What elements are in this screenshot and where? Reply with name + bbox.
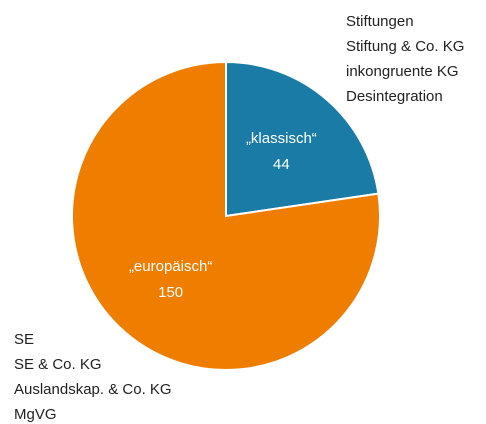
pie-slice xyxy=(71,60,381,371)
annotation: inkongruente KG xyxy=(346,63,459,80)
slice-category: „klassisch“ xyxy=(246,130,317,147)
annotation: Auslandskap. & Co. KG xyxy=(14,381,172,398)
annotation: SE xyxy=(14,331,34,348)
slice-value: 150 xyxy=(158,284,183,301)
slice-value: 44 xyxy=(273,156,290,173)
annotation: Stiftungen xyxy=(346,13,414,30)
annotation: Stiftung & Co. KG xyxy=(346,38,464,55)
annotation: SE & Co. KG xyxy=(14,356,102,373)
slice-category: „europäisch“ xyxy=(129,258,212,275)
pie-slice xyxy=(225,60,380,218)
annotation: MgVG xyxy=(14,406,57,423)
annotation: Desintegration xyxy=(346,88,443,105)
